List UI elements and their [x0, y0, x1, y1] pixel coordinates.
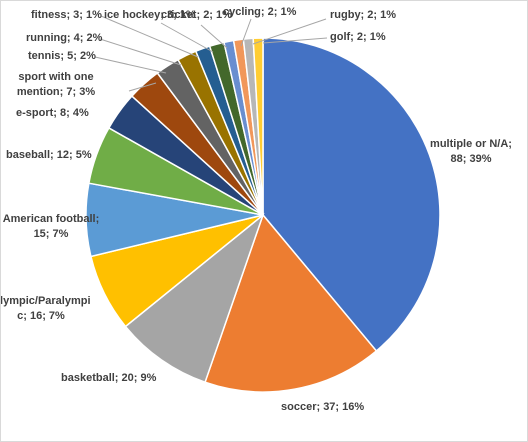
data-label-baseball: baseball; 12; 5%	[6, 149, 92, 161]
data-label-cycling: cycling; 2; 1%	[223, 6, 297, 18]
data-label-soccer: soccer; 37; 16%	[281, 401, 364, 413]
data-label-american-football: American football; 15; 7%	[3, 213, 100, 240]
leader-lines	[94, 15, 328, 92]
leader-line	[128, 82, 157, 92]
data-label-basketball: basketball; 20; 9%	[61, 372, 157, 384]
data-label-golf: golf; 2; 1%	[330, 31, 386, 43]
pie-slice-basketball	[124, 212, 265, 384]
data-label-tennis: tennis; 5; 2%	[28, 50, 96, 62]
pie-slice-multiple-or-n-a	[262, 37, 441, 352]
data-label-cricket: cricket; 2; 1%	[161, 9, 232, 21]
pie-slices	[85, 37, 441, 393]
data-label-rugby: rugby; 2; 1%	[330, 9, 396, 21]
leader-line	[262, 37, 328, 44]
leader-line	[160, 22, 214, 53]
leader-line	[94, 56, 167, 74]
leader-line	[252, 18, 327, 45]
pie-slice-golf	[252, 37, 264, 216]
data-label-multiple-or-n-a: multiple or N/A; 88; 39%	[430, 138, 512, 165]
data-label-fitness: fitness; 3; 1%	[31, 9, 102, 21]
leader-line	[100, 15, 199, 58]
data-label-running: running; 4; 2%	[26, 32, 103, 44]
data-label-sport-with-one-mention: sport with one mention; 7; 3%	[17, 71, 95, 98]
data-labels: multiple or N/A; 88; 39% soccer; 37; 16% ba…	[1, 6, 512, 413]
leader-line	[240, 18, 252, 47]
data-label-e-sport: e-sport; 8; 4%	[16, 107, 89, 119]
data-label-olympic-paralympic: Olympic/Paralympi c; 16; 7%	[1, 295, 91, 322]
data-label-ice-hockey: ice hockey; 3; 1%	[104, 9, 196, 21]
leader-line	[200, 24, 228, 49]
leader-line	[99, 38, 182, 66]
